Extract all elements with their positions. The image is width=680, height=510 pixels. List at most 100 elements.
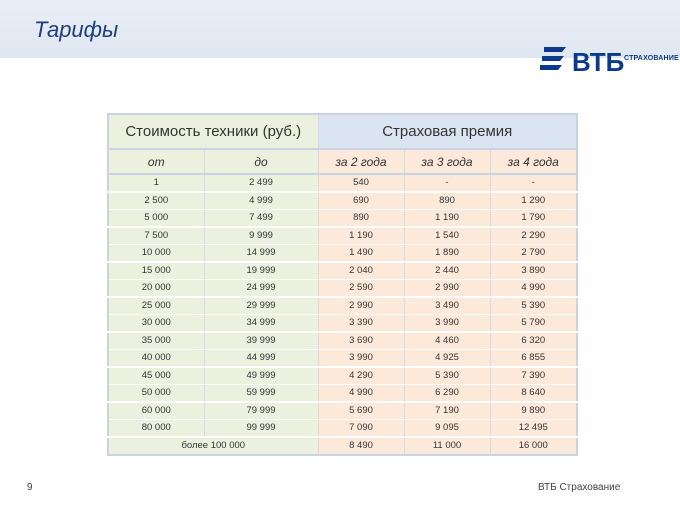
cell-from: 15 000 — [107, 262, 205, 280]
cell-premium-3y: 6 290 — [404, 384, 491, 403]
cell-premium-3y: 2 990 — [404, 279, 491, 298]
logo-wordmark: ВТБ — [572, 47, 625, 77]
cell-premium-3y: 7 190 — [404, 402, 491, 420]
cell-premium-4y: 7 390 — [490, 367, 578, 385]
cell-premium-4y: - — [490, 174, 578, 193]
cell-premium-4y: 9 890 — [490, 402, 578, 420]
cell-from: 5 000 — [107, 209, 205, 228]
cell-premium-3y: 2 440 — [404, 262, 491, 280]
table-row: 25 000 29 999 2 990 3 490 5 390 — [107, 297, 578, 315]
table-row: 10 000 14 999 1 490 1 890 2 790 — [107, 244, 578, 263]
cell-to: 79 999 — [204, 402, 319, 420]
table-row: 1 2 499 540 - - — [107, 174, 578, 193]
header-premium: Страховая премия — [318, 113, 578, 150]
cell-premium-2y: 1 190 — [318, 227, 405, 245]
subheader-3-years: за 3 года — [404, 149, 491, 175]
vtb-logo-mark-icon — [540, 47, 566, 70]
cell-premium-4y: 6 855 — [490, 349, 578, 368]
cell-premium-3y: 890 — [404, 192, 491, 210]
table-row: 5 000 7 499 890 1 190 1 790 — [107, 209, 578, 228]
cell-premium-4y: 8 640 — [490, 384, 578, 403]
cell-premium-2y: 4 290 — [318, 367, 405, 385]
slide-title: Тарифы — [34, 17, 119, 42]
cell-to: 14 999 — [204, 244, 319, 263]
cell-from: 1 — [107, 174, 205, 193]
table-row: 2 500 4 999 690 890 1 290 — [107, 192, 578, 210]
subheader-2-years: за 2 года — [318, 149, 405, 175]
cell-to: 99 999 — [204, 419, 319, 438]
cell-to: 2 499 — [204, 174, 319, 193]
cell-premium-4y: 1 290 — [490, 192, 578, 210]
cell-to: 39 999 — [204, 332, 319, 350]
cell-premium-4y: 2 290 — [490, 227, 578, 245]
cell-range-over: более 100 000 — [107, 437, 319, 456]
cell-from: 60 000 — [107, 402, 205, 420]
cell-premium-2y: 2 590 — [318, 279, 405, 298]
cell-premium-4y: 1 790 — [490, 209, 578, 228]
cell-premium-3y: - — [404, 174, 491, 193]
cell-from: 7 500 — [107, 227, 205, 245]
header-band — [0, 0, 680, 58]
cell-premium-3y: 1 190 — [404, 209, 491, 228]
cell-premium-2y: 2 990 — [318, 297, 405, 315]
cell-to: 19 999 — [204, 262, 319, 280]
cell-to: 24 999 — [204, 279, 319, 298]
cell-premium-2y: 890 — [318, 209, 405, 228]
cell-to: 9 999 — [204, 227, 319, 245]
cell-premium-3y: 1 540 — [404, 227, 491, 245]
cell-to: 59 999 — [204, 384, 319, 403]
cell-premium-4y: 5 790 — [490, 314, 578, 333]
cell-to: 44 999 — [204, 349, 319, 368]
tariff-table: Стоимость техники (руб.) Страховая преми… — [107, 113, 578, 456]
table-row: 20 000 24 999 2 590 2 990 4 990 — [107, 279, 578, 298]
table-row: 60 000 79 999 5 690 7 190 9 890 — [107, 402, 578, 420]
cell-from: 45 000 — [107, 367, 205, 385]
cell-premium-4y: 16 000 — [490, 437, 578, 456]
footer-brand: ВТБ Страхование — [538, 482, 621, 493]
cell-premium-2y: 4 990 — [318, 384, 405, 403]
cell-from: 30 000 — [107, 314, 205, 333]
cell-premium-3y: 4 460 — [404, 332, 491, 350]
cell-to: 4 999 — [204, 192, 319, 210]
cell-premium-3y: 5 390 — [404, 367, 491, 385]
cell-premium-2y: 690 — [318, 192, 405, 210]
cell-from: 80 000 — [107, 419, 205, 438]
cell-premium-2y: 3 390 — [318, 314, 405, 333]
cell-premium-2y: 1 490 — [318, 244, 405, 263]
cell-premium-4y: 12 495 — [490, 419, 578, 438]
cell-from: 2 500 — [107, 192, 205, 210]
table-row: 30 000 34 999 3 390 3 990 5 790 — [107, 314, 578, 333]
cell-from: 25 000 — [107, 297, 205, 315]
table-row: 35 000 39 999 3 690 4 460 6 320 — [107, 332, 578, 350]
cell-premium-2y: 3 690 — [318, 332, 405, 350]
table-row: более 100 000 8 490 11 000 16 000 — [107, 437, 578, 456]
header-cost: Стоимость техники (руб.) — [107, 113, 319, 150]
subheader-4-years: за 4 года — [490, 149, 578, 175]
cell-premium-3y: 1 890 — [404, 244, 491, 263]
cell-premium-3y: 11 000 — [404, 437, 491, 456]
cell-premium-2y: 8 490 — [318, 437, 405, 456]
cell-premium-4y: 2 790 — [490, 244, 578, 263]
cell-premium-3y: 3 990 — [404, 314, 491, 333]
cell-from: 10 000 — [107, 244, 205, 263]
subheader-from: от — [107, 149, 205, 175]
cell-from: 40 000 — [107, 349, 205, 368]
cell-to: 7 499 — [204, 209, 319, 228]
cell-premium-4y: 5 390 — [490, 297, 578, 315]
cell-premium-2y: 7 090 — [318, 419, 405, 438]
table-row: 80 000 99 999 7 090 9 095 12 495 — [107, 419, 578, 438]
subheader-to: до — [204, 149, 319, 175]
table-row: 45 000 49 999 4 290 5 390 7 390 — [107, 367, 578, 385]
cell-to: 29 999 — [204, 297, 319, 315]
cell-premium-2y: 5 690 — [318, 402, 405, 420]
vtb-logo: ВТБ СТРАХОВАНИЕ — [540, 43, 680, 79]
table-row: 15 000 19 999 2 040 2 440 3 890 — [107, 262, 578, 280]
cell-premium-4y: 6 320 — [490, 332, 578, 350]
table-row: 50 000 59 999 4 990 6 290 8 640 — [107, 384, 578, 403]
cell-premium-3y: 3 490 — [404, 297, 491, 315]
cell-premium-4y: 3 890 — [490, 262, 578, 280]
cell-premium-4y: 4 990 — [490, 279, 578, 298]
cell-premium-2y: 2 040 — [318, 262, 405, 280]
page-number: 9 — [27, 482, 33, 493]
cell-premium-2y: 3 990 — [318, 349, 405, 368]
